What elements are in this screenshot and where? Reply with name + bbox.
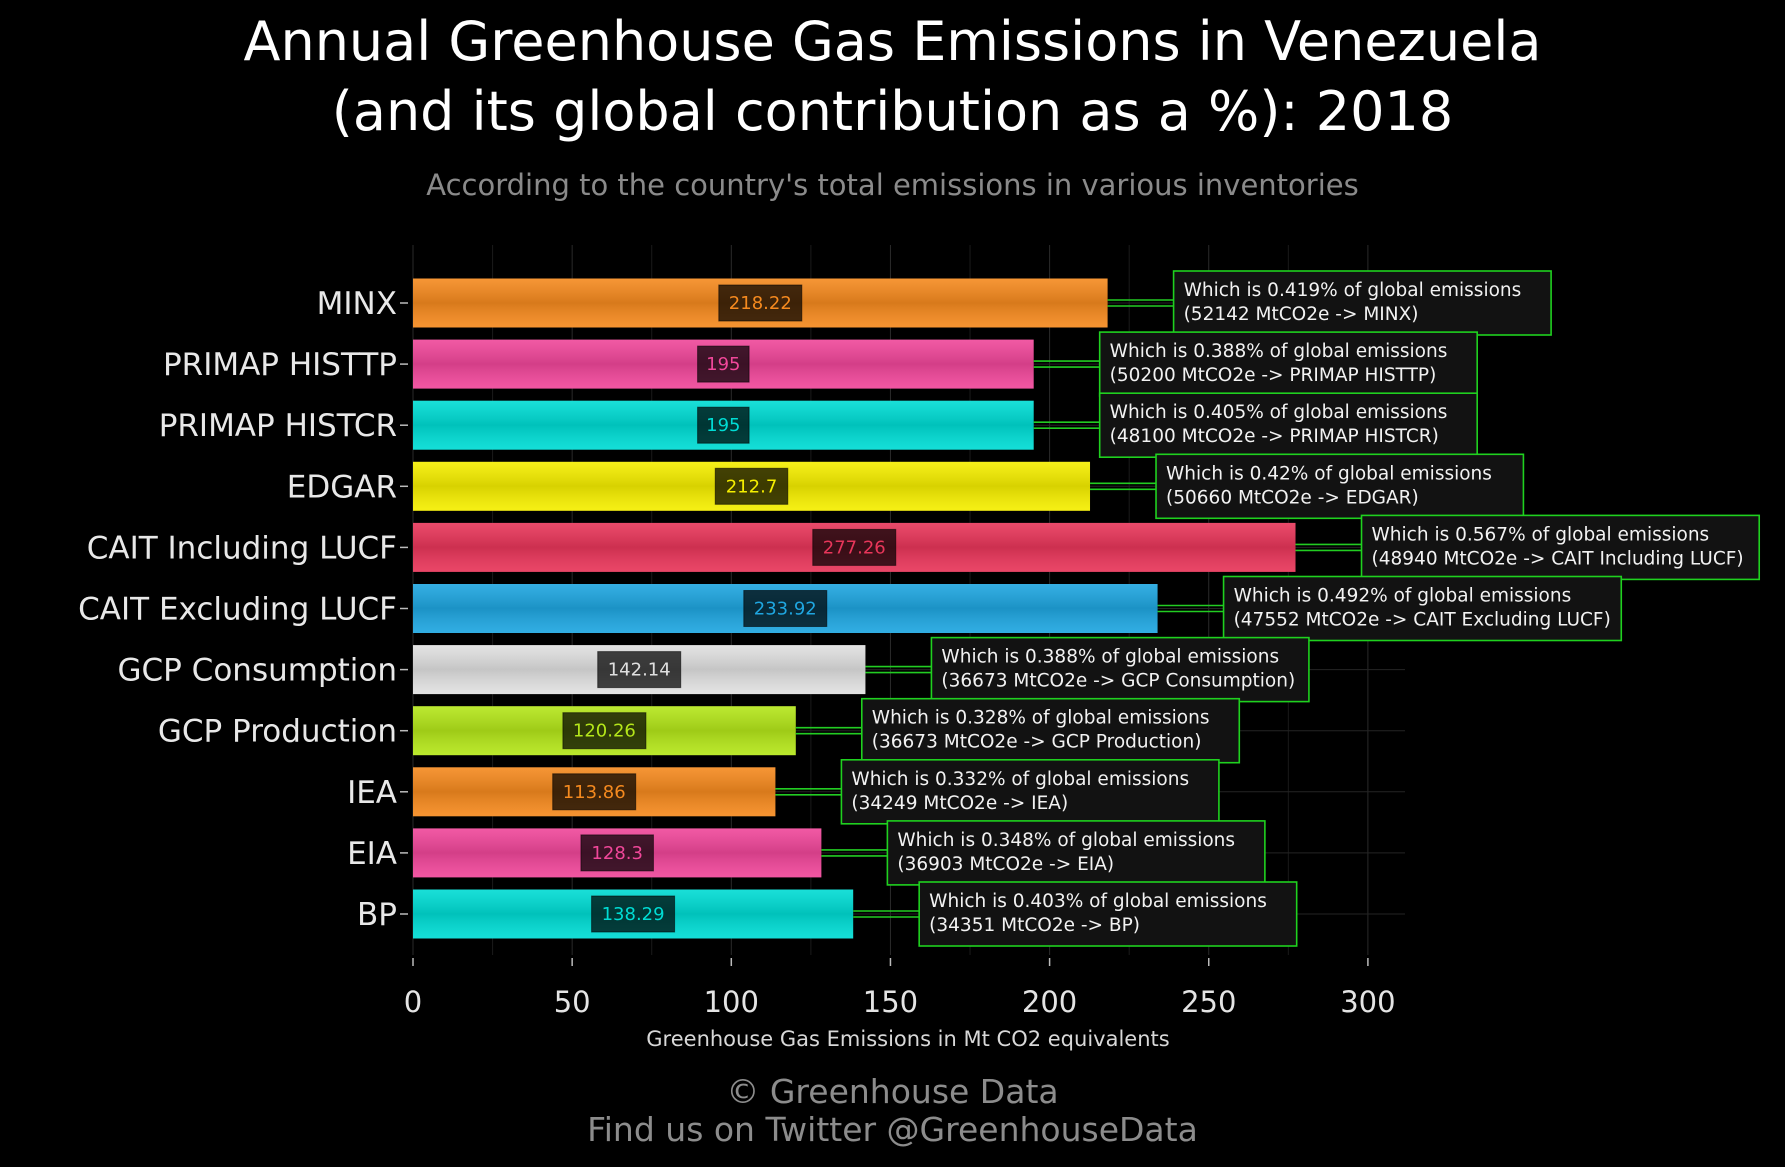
x-tick-label: 150 — [863, 985, 918, 1019]
annotation-line2: (48940 MtCO2e -> CAIT Including LUCF) — [1372, 548, 1744, 569]
chart-title-line2: (and its global contribution as a %): 20… — [331, 80, 1454, 143]
value-label: 113.86 — [563, 782, 626, 803]
value-label-box — [714, 467, 789, 505]
annotation-box — [1155, 453, 1525, 520]
x-tick-label: 0 — [404, 985, 422, 1019]
annotation-line1: Which is 0.405% of global emissions — [1110, 402, 1448, 423]
category-label: EDGAR — [287, 469, 397, 505]
annotation-line2: (47552 MtCO2e -> CAIT Excluding LUCF) — [1234, 610, 1611, 631]
category-label: PRIMAP HISTTP — [163, 347, 397, 383]
value-label-box — [580, 834, 654, 872]
category-label: CAIT Excluding LUCF — [78, 592, 397, 628]
x-tick-label: 250 — [1181, 985, 1236, 1019]
annotation-line2: (36673 MtCO2e -> GCP Production) — [872, 732, 1202, 753]
x-tick-label: 300 — [1340, 985, 1395, 1019]
annotation-box — [1098, 392, 1478, 459]
annotation-line2: (50200 MtCO2e -> PRIMAP HISTTP) — [1110, 365, 1437, 386]
value-label: 142.14 — [608, 660, 671, 681]
annotation-line2: (34249 MtCO2e -> IEA) — [851, 793, 1068, 814]
value-label-box — [743, 590, 828, 627]
value-label: 128.3 — [591, 843, 643, 864]
annotation-line1: Which is 0.403% of global emissions — [929, 891, 1267, 912]
chart-title-line1: Annual Greenhouse Gas Emissions in Venez… — [243, 10, 1542, 73]
x-tick-label: 200 — [1022, 985, 1077, 1019]
annotation-box — [918, 881, 1298, 947]
value-label-box — [718, 284, 803, 322]
annotation-line2: (34351 MtCO2e -> BP) — [929, 915, 1140, 936]
annotation-line1: Which is 0.42% of global emissions — [1166, 463, 1492, 484]
x-tick-label: 100 — [704, 985, 759, 1019]
value-label-box — [552, 773, 637, 811]
value-label-box — [597, 651, 682, 689]
x-tick-label: 50 — [554, 985, 591, 1019]
value-label-box — [591, 895, 676, 933]
value-label: 195 — [706, 354, 740, 375]
category-label: MINX — [317, 286, 397, 322]
value-label: 233.92 — [754, 599, 817, 620]
value-label: 138.29 — [602, 904, 665, 925]
annotation-box — [1222, 575, 1623, 642]
category-label: PRIMAP HISTCR — [159, 408, 397, 444]
x-axis-label: Greenhouse Gas Emissions in Mt CO2 equiv… — [646, 1027, 1169, 1051]
credit-line1: © Greenhouse Data — [726, 1072, 1059, 1111]
annotation-line1: Which is 0.348% of global emissions — [897, 830, 1235, 851]
value-label: 195 — [706, 415, 740, 436]
annotation-line1: Which is 0.492% of global emissions — [1234, 586, 1572, 607]
annotation-line1: Which is 0.328% of global emissions — [872, 708, 1210, 729]
annotation-box — [1360, 514, 1761, 581]
value-label-box — [812, 528, 897, 566]
category-label: GCP Production — [158, 714, 397, 750]
value-label: 212.7 — [726, 476, 778, 497]
annotation-line1: Which is 0.567% of global emissions — [1372, 524, 1710, 545]
category-label: CAIT Including LUCF — [87, 530, 397, 566]
value-label-box — [562, 712, 647, 750]
x-axis: 0 50 100 150 200 250 300 — [404, 958, 1396, 1019]
value-label-box — [697, 345, 750, 383]
annotation-box — [930, 636, 1310, 703]
value-label: 277.26 — [823, 537, 886, 558]
value-label-box — [697, 406, 750, 444]
category-label: BP — [357, 897, 397, 933]
annotation-line1: Which is 0.332% of global emissions — [851, 769, 1189, 790]
annotation-box — [886, 820, 1266, 886]
chart-subtitle: According to the country's total emissio… — [426, 168, 1359, 202]
bar-chart: MINX 218.22 Which is 0.419% of global emis… — [78, 245, 1761, 1051]
category-label: IEA — [347, 775, 397, 811]
value-label: 218.22 — [729, 293, 792, 314]
annotation-line1: Which is 0.388% of global emissions — [1110, 341, 1448, 362]
bars: MINX 218.22 Which is 0.419% of global emis… — [78, 270, 1761, 947]
credit-line2: Find us on Twitter @GreenhouseData — [587, 1110, 1198, 1149]
annotation-line2: (36903 MtCO2e -> EIA) — [897, 854, 1114, 875]
annotation-line2: (36673 MtCO2e -> GCP Consumption) — [941, 671, 1295, 692]
value-label: 120.26 — [573, 721, 636, 742]
annotation-line1: Which is 0.419% of global emissions — [1184, 280, 1522, 301]
category-label: EIA — [347, 836, 397, 872]
annotation-line2: (50660 MtCO2e -> EDGAR) — [1166, 487, 1419, 508]
annotation-box — [840, 758, 1220, 825]
annotation-line2: (52142 MtCO2e -> MINX) — [1184, 304, 1419, 325]
annotation-line1: Which is 0.388% of global emissions — [941, 647, 1279, 668]
annotation-line2: (48100 MtCO2e -> PRIMAP HISTCR) — [1110, 426, 1439, 447]
category-label: GCP Consumption — [117, 653, 397, 689]
